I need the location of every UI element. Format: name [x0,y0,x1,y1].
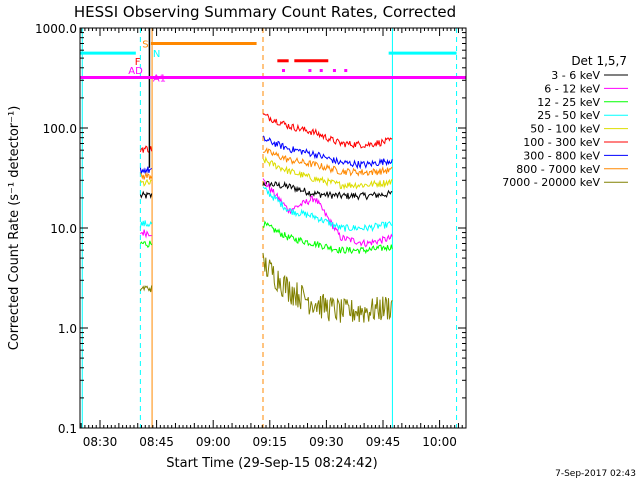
plot-area: SN FAD A1 [80,28,466,428]
flag-dot-3 [332,69,336,73]
legend-label-6: 300 - 800 keV [523,149,600,162]
y-tick-label-4: 1000.0 [35,22,77,36]
series-line-2-segment1 [139,240,153,249]
legend-label-1: 6 - 12 keV [544,82,600,95]
x-tick-label-5: 09:45 [366,435,401,449]
series-line-4-segment1 [139,178,152,187]
y-tick-label-0: 0.1 [58,422,77,436]
legend-label-4: 50 - 100 keV [530,123,600,136]
series-line-8-segment1 [139,285,153,293]
series-line-2-segment2 [262,220,393,255]
legend-label-2: 12 - 25 keV [537,96,600,109]
y-tick-label-2: 10.0 [50,222,77,236]
axes: 0.1 1.0 10.0 100.0 1000.0 08:30 08:45 09:00 09:1… [35,22,467,449]
series-line-4-segment2 [262,155,393,191]
flag-label-a1: A1 [153,73,166,84]
y-axis-label: Corrected Count Rate (s⁻¹ detector⁻¹) [7,106,22,351]
series-line-1-segment2 [262,178,393,248]
x-tick-label-0: 08:30 [83,435,118,449]
series-line-5-segment2 [262,113,393,149]
legend-label-0: 3 - 6 keV [551,69,600,82]
series-line-0-segment1 [139,190,153,199]
plot-timestamp: 7-Sep-2017 02:43 [555,469,636,479]
series-line-7-segment1 [139,171,153,180]
legend-label-3: 25 - 50 keV [537,109,600,122]
x-tick-label-1: 08:45 [139,435,174,449]
flag-label-f: F [135,57,141,68]
legend-label-7: 800 - 7000 keV [516,163,600,176]
series-line-8-segment2 [262,252,393,323]
x-tick-label-3: 09:15 [252,435,287,449]
legend-title: Det 1,5,7 [571,54,627,68]
series-line-3-segment1 [139,220,153,228]
flag-label-n: N [153,49,160,60]
legend-label-8: 7000 - 20000 keV [502,176,600,189]
series-line-1-segment1 [140,229,152,239]
flag-dot-2 [319,69,323,73]
x-tick-label-2: 09:00 [196,435,231,449]
series-line-0-segment2 [262,180,393,201]
chart-title: HESSI Observing Summary Count Rates, Cor… [74,3,456,21]
flag-dot-4 [344,69,348,73]
flag-dot-0 [281,69,285,73]
flag-label-ad: AD [128,66,143,77]
y-tick-label-3: 100.0 [43,122,77,136]
x-tick-label-6: 10:00 [422,435,457,449]
legend-label-5: 100 - 300 keV [523,136,600,149]
series-line-6-segment2 [262,135,393,170]
series-line-6-segment1 [139,166,152,174]
x-axis-label: Start Time (29-Sep-15 08:24:42) [166,456,377,471]
flag-label-s: S [142,39,148,50]
x-tick-label-4: 09:30 [309,435,344,449]
y-tick-label-1: 1.0 [58,322,77,336]
series-line-7-segment2 [262,147,393,177]
flag-dot-1 [308,69,312,73]
series-line-3-segment2 [262,186,393,233]
